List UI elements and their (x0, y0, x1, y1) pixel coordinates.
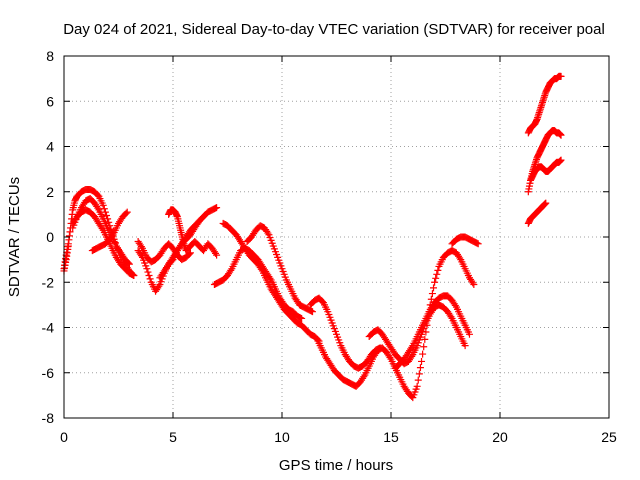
y-tick-label: -6 (42, 365, 55, 381)
series-sat-i (165, 206, 221, 259)
data-point (99, 201, 107, 209)
x-tick-label: 0 (60, 429, 68, 445)
data-point (227, 266, 235, 274)
y-tick-label: 0 (46, 229, 54, 245)
data-point (64, 242, 72, 250)
x-tick-label: 15 (383, 429, 399, 445)
data-point (469, 279, 477, 287)
data-point (474, 240, 482, 248)
data-point (431, 278, 439, 286)
series-sat-q (448, 233, 482, 248)
data-point (386, 353, 394, 361)
y-tick-label: -2 (42, 274, 55, 290)
data-point (414, 376, 422, 384)
data-point (143, 265, 151, 273)
x-tick-label: 5 (169, 429, 177, 445)
x-tick-label: 20 (492, 429, 508, 445)
data-point (418, 357, 426, 365)
data-point (451, 301, 459, 309)
data-point (213, 204, 221, 212)
series-sat-j (210, 244, 306, 322)
data-point (130, 271, 138, 279)
data-point (98, 225, 106, 233)
series-sat-g (134, 238, 194, 266)
data-point (309, 308, 317, 316)
data-point (360, 373, 368, 381)
data-point (413, 382, 421, 390)
data-point (212, 249, 220, 257)
series-sat-a (60, 185, 138, 279)
y-tick-label: 4 (46, 139, 54, 155)
series-sat-m (313, 247, 478, 402)
data-point (144, 268, 152, 276)
data-point (124, 259, 132, 267)
series-sat-p (391, 292, 473, 372)
series-sat-t (527, 156, 565, 184)
data-point (542, 199, 550, 207)
data-point (94, 204, 102, 212)
data-point (145, 271, 153, 279)
data-point (557, 131, 565, 139)
y-tick-label: 8 (46, 48, 54, 64)
data-point (557, 156, 565, 164)
data-point (264, 229, 272, 237)
data-point (125, 260, 133, 268)
data-point (146, 275, 154, 283)
data-point (186, 249, 194, 257)
data-point (376, 344, 384, 352)
y-tick-label: 6 (46, 93, 54, 109)
y-tick-label: -8 (42, 410, 55, 426)
series-sat-l (243, 222, 317, 316)
data-point (461, 342, 469, 350)
data-point (415, 370, 423, 378)
data-point (155, 282, 163, 290)
series-sat-b (69, 195, 133, 268)
data-point (456, 254, 464, 262)
data-point (433, 270, 441, 278)
data-point (557, 72, 565, 80)
data-point (427, 295, 435, 303)
data-point (434, 266, 442, 274)
series-sat-n (306, 294, 384, 372)
x-tick-label: 25 (601, 429, 617, 445)
data-point (430, 284, 438, 292)
data-point (416, 364, 424, 372)
series-sat-d (88, 208, 131, 255)
y-tick-label: -4 (42, 320, 55, 336)
data-point (420, 343, 428, 351)
data-point (257, 265, 265, 273)
data-point (298, 314, 306, 322)
data-point (465, 330, 473, 338)
grid (64, 56, 609, 418)
series-sat-s (524, 127, 565, 196)
chart-title: Day 024 of 2021, Sidereal Day-to-day VTE… (63, 21, 605, 38)
data-point (470, 281, 478, 289)
x-tick-label: 10 (274, 429, 290, 445)
axis-ticks: 0 5 10 15 20 25 -8 -6 -4 -2 0 2 4 6 8 (42, 48, 617, 445)
y-axis-label: SDTVAR / TECUs (6, 177, 23, 297)
data-point (185, 250, 193, 258)
data-point (408, 343, 416, 351)
series-sat-k (219, 219, 323, 345)
data-point (123, 208, 131, 216)
data-point (428, 290, 436, 298)
data-point (447, 313, 455, 321)
data-point (109, 230, 117, 238)
data-point (419, 350, 427, 358)
y-tick-label: 2 (46, 184, 54, 200)
series-sat-u (524, 199, 550, 227)
data-point (213, 251, 221, 259)
data-point (100, 205, 108, 213)
data-point (137, 243, 145, 251)
data-point (432, 274, 440, 282)
x-axis-label: GPS time / hours (279, 457, 393, 474)
series-sat-c (69, 206, 138, 279)
series-sat-r (524, 72, 565, 137)
data-point (103, 212, 111, 220)
data-point (122, 209, 130, 217)
